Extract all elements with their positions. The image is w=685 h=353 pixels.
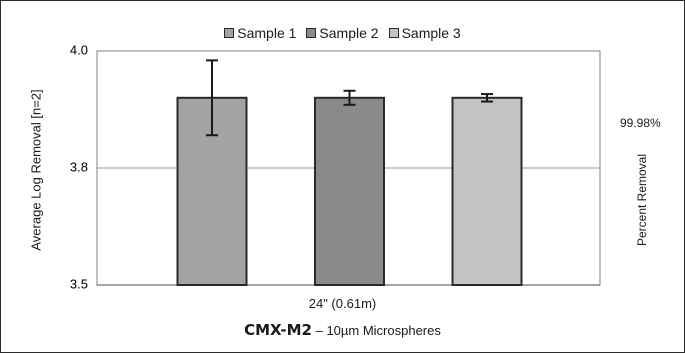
secondary-axis-tick: 99.98% xyxy=(620,116,661,130)
legend: Sample 1 Sample 2 Sample 3 xyxy=(0,25,685,41)
y-tick-label: 3.5 xyxy=(70,276,88,291)
legend-label: Sample 3 xyxy=(401,25,461,41)
legend-label: Sample 2 xyxy=(319,25,379,41)
error-bar-sample-2 xyxy=(343,89,356,106)
y-axis-label: Average Log Removal [n=2] xyxy=(28,89,44,251)
legend-item-sample-3: Sample 3 xyxy=(388,25,461,41)
legend-swatch-sample-1 xyxy=(224,28,235,38)
legend-label: Sample 1 xyxy=(237,25,297,41)
x-tick-label: 24" (0.61m) xyxy=(308,296,377,311)
bar-sample-3 xyxy=(451,96,523,286)
legend-item-sample-1: Sample 1 xyxy=(224,25,296,41)
legend-swatch-sample-2 xyxy=(306,28,317,38)
error-bar-sample-1 xyxy=(206,59,218,137)
bar-sample-2 xyxy=(314,96,385,286)
caption-product: CMX-M2 xyxy=(244,321,312,339)
caption-description: – 10µm Microspheres xyxy=(312,323,441,338)
y-tick-label: 4.0 xyxy=(70,42,88,57)
legend-swatch-sample-3 xyxy=(388,28,399,38)
legend-item-sample-2: Sample 2 xyxy=(306,25,379,41)
y-tick-label: 3.8 xyxy=(70,159,88,174)
chart-caption: CMX-M2 – 10µm Microspheres xyxy=(0,321,685,339)
error-bar-sample-3 xyxy=(481,93,493,103)
secondary-axis-label: Percent Removal xyxy=(635,153,649,247)
